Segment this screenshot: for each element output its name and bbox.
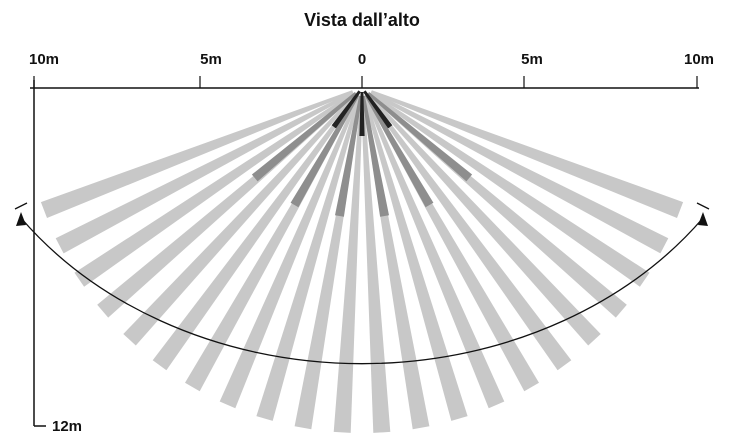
arc-end-stop-right: [696, 202, 710, 210]
mid-range-beam: [335, 95, 363, 217]
vertical-scale: 12m: [33, 80, 82, 435]
mid-range-beam: [290, 94, 360, 208]
arc-arrow-left-icon: [16, 212, 26, 226]
long-range-beam: [366, 95, 572, 371]
long-range-beam: [370, 90, 684, 218]
arc-arrow-right-icon: [698, 212, 708, 226]
label-right-5m: 5m: [521, 51, 543, 68]
short-range-beam: [359, 92, 365, 136]
horizontal-scale: 10m 5m 0 5m 10m: [29, 51, 714, 89]
long-range-beam: [369, 92, 650, 287]
long-range-beam: [40, 90, 354, 218]
long-range-beam: [363, 97, 468, 421]
long-range-beam: [74, 92, 355, 287]
label-right-10m: 10m: [684, 51, 714, 68]
short-range-beam: [331, 90, 361, 129]
label-left-10m: 10m: [29, 51, 59, 68]
long-range-beam: [256, 97, 361, 421]
long-range-beam: [370, 91, 669, 254]
arc-end-stop-left: [14, 202, 28, 210]
detection-beams: [40, 90, 684, 433]
coverage-arc: [14, 202, 710, 365]
long-range-beam: [123, 94, 357, 346]
long-range-beam: [361, 97, 391, 433]
label-depth-12m: 12m: [52, 418, 82, 435]
long-range-beam: [367, 94, 601, 346]
short-range-beam: [363, 90, 393, 129]
label-center-0: 0: [358, 51, 366, 68]
label-left-5m: 5m: [200, 51, 222, 68]
long-range-beam: [364, 96, 505, 409]
long-range-beam: [55, 91, 354, 254]
long-range-beam: [152, 95, 358, 371]
mid-range-beam: [251, 92, 357, 182]
mid-range-beam: [364, 94, 434, 208]
coverage-arc-line: [20, 217, 704, 365]
mid-range-beam: [367, 92, 473, 182]
long-range-beam: [219, 96, 360, 409]
diagram-title: Vista dall’alto: [304, 10, 420, 30]
long-range-beam: [333, 97, 363, 433]
mid-range-beam: [361, 95, 389, 217]
